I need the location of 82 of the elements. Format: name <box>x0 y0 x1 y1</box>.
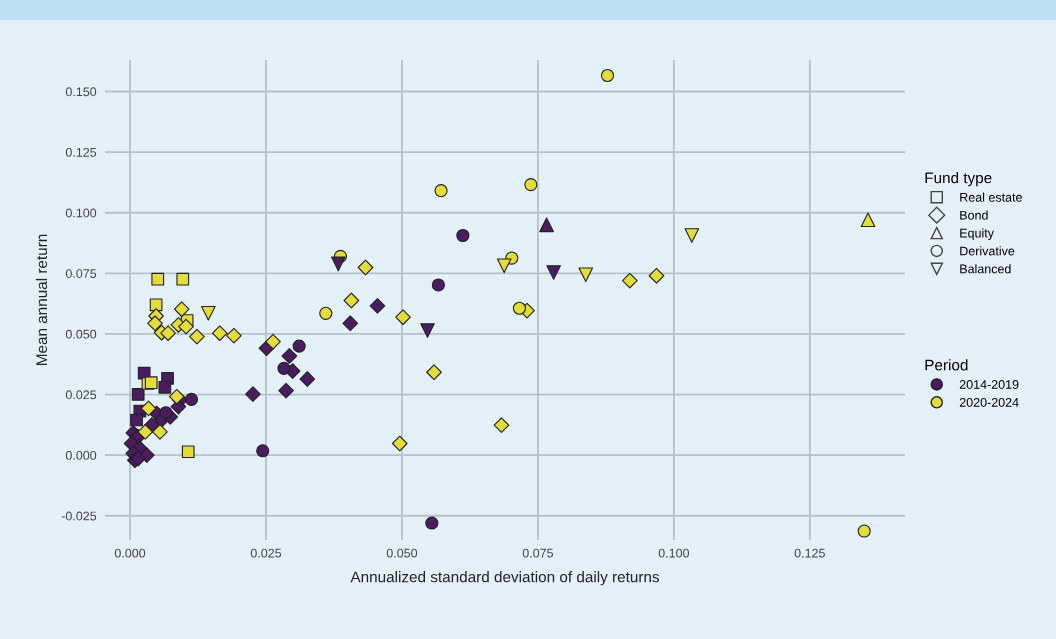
point <box>648 267 665 284</box>
point <box>493 417 510 433</box>
text: Fund type <box>925 172 992 187</box>
point <box>265 333 281 350</box>
y-tick-label: 0.100 <box>65 208 97 218</box>
point <box>357 259 374 276</box>
point <box>173 301 190 318</box>
point <box>130 413 143 427</box>
x-tick-label: 0.050 <box>386 548 418 558</box>
y-axis-title: Mean annual return <box>35 234 48 365</box>
point <box>189 328 205 345</box>
point <box>600 68 615 83</box>
y-tick-label: -0.025 <box>61 511 97 521</box>
point <box>434 184 448 198</box>
text: Equity <box>960 228 994 240</box>
point <box>860 212 876 228</box>
text: Period <box>925 359 968 371</box>
point <box>512 301 526 315</box>
x-tick-label: 0.125 <box>794 548 825 558</box>
y-tick-label: 0.000 <box>65 450 97 460</box>
x-tick-label: 0.100 <box>658 548 690 558</box>
point <box>201 306 216 321</box>
x-axis-title: Annualized standard deviation of daily returns <box>350 571 660 586</box>
point <box>152 424 168 440</box>
point <box>130 450 147 467</box>
point <box>168 388 185 405</box>
legend-label: 2014-2019 <box>959 380 1019 389</box>
point <box>431 278 445 292</box>
text: Derivative <box>960 246 1015 256</box>
point <box>245 386 261 402</box>
point <box>330 256 346 272</box>
point <box>420 323 435 338</box>
point <box>524 178 538 192</box>
point <box>857 524 871 538</box>
point <box>281 348 298 364</box>
point <box>149 298 163 312</box>
point <box>395 309 411 326</box>
point <box>137 424 154 440</box>
point <box>369 297 386 314</box>
text: Real estate <box>960 192 1022 202</box>
point <box>546 265 561 280</box>
point <box>176 272 190 286</box>
point <box>456 228 470 243</box>
text: Balanced <box>960 264 1011 274</box>
y-tick-label: 0.025 <box>65 390 97 400</box>
y-tick-label: 0.125 <box>65 147 97 157</box>
point <box>425 516 439 530</box>
point <box>496 258 512 274</box>
point <box>621 272 638 289</box>
x-tick-label: 0.000 <box>114 548 146 558</box>
point <box>147 315 163 332</box>
x-tick-label: 0.025 <box>250 548 282 558</box>
point <box>278 382 294 399</box>
point <box>292 339 306 353</box>
point <box>256 444 270 458</box>
point <box>140 400 157 417</box>
point <box>319 306 333 320</box>
point <box>277 361 291 375</box>
point <box>211 325 228 342</box>
point <box>151 272 165 286</box>
point <box>684 228 700 243</box>
point <box>342 315 359 332</box>
point <box>539 217 554 233</box>
point <box>159 406 173 420</box>
point <box>391 435 408 452</box>
y-tick-label: 0.150 <box>65 87 97 97</box>
point <box>578 267 594 283</box>
text: Bond <box>960 210 988 220</box>
point <box>181 445 195 459</box>
point <box>160 325 176 342</box>
point <box>426 364 442 381</box>
y-tick-label: 0.075 <box>65 269 97 278</box>
legend-label: 2020-2024 <box>959 397 1019 407</box>
point <box>343 292 360 309</box>
point <box>299 371 316 387</box>
point <box>178 318 194 335</box>
point <box>131 387 145 401</box>
point <box>226 327 242 344</box>
point <box>158 380 172 394</box>
y-tick-label: 0.050 <box>65 329 97 339</box>
x-tick-label: 0.075 <box>522 548 554 558</box>
point <box>184 392 199 406</box>
